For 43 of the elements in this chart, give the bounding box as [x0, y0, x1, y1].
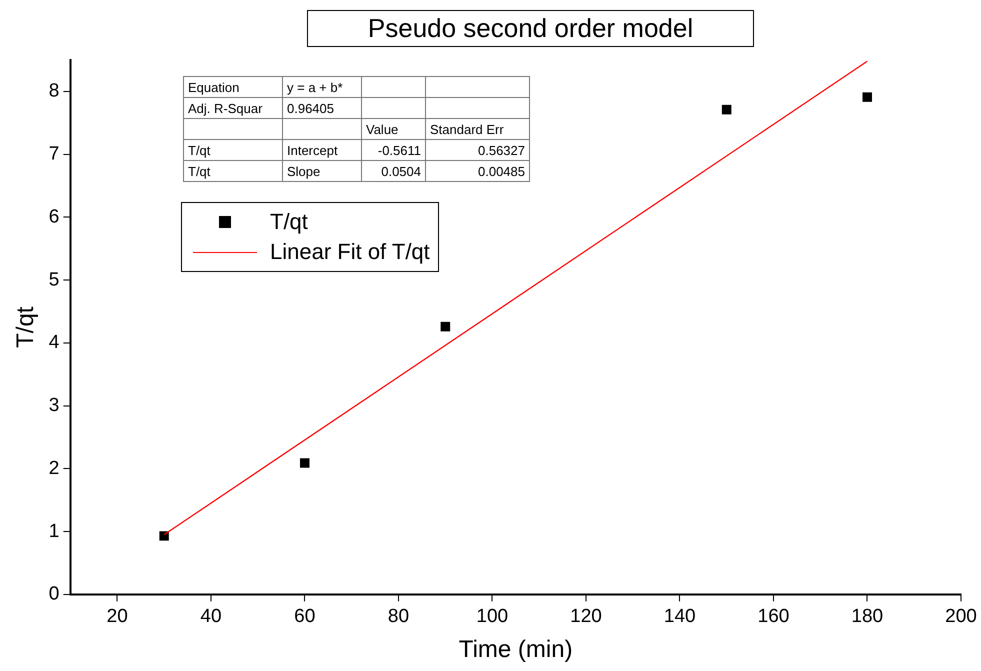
chart-title: Pseudo second order model	[307, 10, 754, 47]
x-tick-label: 120	[570, 606, 602, 628]
y-tick-label: 6	[48, 206, 60, 228]
x-tick-label: 140	[664, 606, 696, 628]
y-axis-title: T/qt	[12, 306, 40, 348]
x-axis-title: Time (min)	[458, 636, 573, 664]
x-tick-label: 40	[200, 606, 222, 628]
point	[440, 322, 450, 332]
y-tick-label: 3	[48, 395, 60, 416]
y-tick-label: 7	[48, 144, 60, 165]
annotation: 0.00485	[426, 160, 530, 182]
x-tick-label: 60	[294, 606, 316, 628]
y-tick-label: 8	[48, 80, 60, 102]
y-tick-label: 4	[48, 332, 60, 354]
point	[862, 92, 872, 102]
annotation: -0.5611	[362, 140, 426, 160]
annotation: 0.56327	[426, 140, 530, 160]
x-tick-label: 180	[851, 606, 884, 628]
annotation: Value	[362, 118, 426, 140]
annotation: y = a + b*	[282, 76, 362, 98]
y-tick-label: 0	[48, 584, 60, 605]
annotation: Equation	[184, 76, 282, 98]
legend-label: T/qt	[270, 209, 308, 235]
point	[300, 458, 310, 468]
annotation: T/qt	[184, 160, 282, 182]
annotation: 0.96405	[282, 98, 362, 118]
x-tick-label: 20	[106, 606, 128, 628]
annotation: Intercept	[282, 140, 362, 160]
y-tick-label: 5	[48, 269, 60, 290]
annotation: 0.0504	[362, 160, 426, 182]
annotation: Standard Err	[426, 118, 530, 140]
annotation: Adj. R-Squar	[184, 98, 282, 118]
x-tick-label: 80	[388, 606, 410, 628]
x-tick-label: 200	[945, 606, 977, 628]
x-tick-label: 100	[476, 606, 508, 628]
y-tick-label: 2	[48, 458, 60, 479]
annotation: T/qt	[184, 140, 282, 160]
x-tick-label: 160	[758, 606, 790, 628]
legend-label: Linear Fit of T/qt	[270, 239, 430, 265]
point	[722, 104, 732, 114]
annotation: Slope	[282, 160, 362, 182]
point	[159, 531, 169, 541]
y-tick-label: 1	[48, 520, 60, 542]
